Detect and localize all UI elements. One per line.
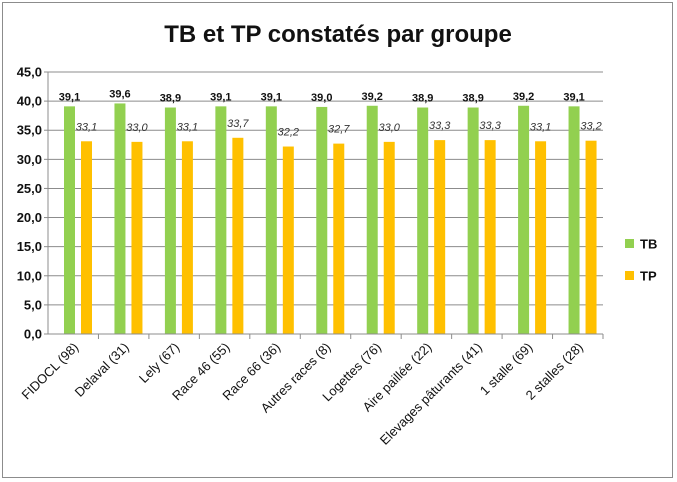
y-tick-label: 15,0 xyxy=(17,239,42,254)
bar-tp xyxy=(535,141,547,334)
x-tick-label: Elevages pâturants (41) xyxy=(377,340,485,448)
legend-swatch-tb xyxy=(625,239,634,248)
data-label-tb: 39,2 xyxy=(513,91,534,103)
x-axis-labels: FIDOCL (98)Delaval (31) Lely (67)Race 46 … xyxy=(18,334,604,448)
bar-tb xyxy=(164,107,176,334)
bar-tp xyxy=(81,141,92,334)
y-tick-label: 10,0 xyxy=(17,268,42,283)
legend: TB TP xyxy=(625,237,657,284)
chart-title: TB et TP constatés par groupe xyxy=(164,21,512,48)
legend-label-tb: TB xyxy=(640,237,657,252)
data-labels: 39,1 33,1 39,6 33,0 38,9 33,1 39,1 33,7 39,1 32,2… xyxy=(59,88,602,138)
bar-tb xyxy=(215,106,227,335)
data-label-tp: 33,1 xyxy=(76,121,97,133)
data-label-tp: 33,3 xyxy=(429,120,451,132)
data-label-tp: 32,7 xyxy=(328,124,350,136)
data-label-tp: 33,2 xyxy=(580,121,601,133)
y-tick-label: 35,0 xyxy=(17,123,42,138)
y-tick-label: 5,0 xyxy=(24,297,42,312)
y-tick-label: 20,0 xyxy=(17,210,42,225)
legend-label-tp: TP xyxy=(640,269,657,284)
data-label-tp: 33,1 xyxy=(177,121,198,133)
y-tick-label: 45,0 xyxy=(17,65,42,80)
bar-tp xyxy=(131,141,143,334)
y-tick-label: 25,0 xyxy=(17,181,42,196)
y-axis-ticks: 0,0 5,0 10,0 15,0 20,0 25,0 30,0 35,0 40,0 45,0 xyxy=(17,65,48,342)
data-label-tb: 39,0 xyxy=(311,92,332,104)
bars-group xyxy=(64,103,597,335)
data-label-tb: 38,9 xyxy=(160,93,181,105)
x-tick-label: Lely (67) xyxy=(136,340,182,386)
data-label-tb: 39,1 xyxy=(261,91,282,103)
data-label-tp: 33,0 xyxy=(379,122,401,134)
data-label-tp: 33,3 xyxy=(479,120,501,132)
x-tick-label: Delaval (31) xyxy=(72,340,132,400)
bar-tb xyxy=(467,107,479,334)
bar-tb xyxy=(316,106,328,334)
legend-swatch-tp xyxy=(625,271,634,280)
data-label-tb: 39,1 xyxy=(59,91,80,103)
data-label-tp: 33,1 xyxy=(530,121,551,133)
bar-tb xyxy=(114,103,126,334)
data-label-tp: 33,0 xyxy=(126,122,148,134)
bar-tp xyxy=(232,137,244,334)
data-label-tb: 39,1 xyxy=(210,91,231,103)
data-label-tp: 33,7 xyxy=(227,118,249,130)
bar-tp xyxy=(434,140,446,334)
bar-tb xyxy=(265,106,277,335)
data-label-tb: 38,9 xyxy=(462,93,483,105)
bar-tb xyxy=(568,106,580,335)
y-tick-label: 30,0 xyxy=(17,152,42,167)
bar-tp xyxy=(585,140,597,334)
data-label-tb: 39,2 xyxy=(362,91,383,103)
y-tick-label: 0,0 xyxy=(24,327,42,342)
bar-tp xyxy=(484,140,496,334)
data-label-tp: 32,2 xyxy=(278,127,299,139)
bar-tp xyxy=(383,141,395,334)
bar-tb xyxy=(417,107,429,334)
data-label-tb: 39,6 xyxy=(109,88,130,100)
x-tick-label: FIDOCL (98) xyxy=(18,340,81,403)
bar-tb xyxy=(366,105,378,334)
axes xyxy=(47,72,603,335)
bar-tp xyxy=(333,143,345,334)
data-label-tb: 38,9 xyxy=(412,93,433,105)
y-tick-label: 40,0 xyxy=(17,94,42,109)
data-label-tb: 39,1 xyxy=(563,91,584,103)
bar-tp xyxy=(181,141,193,334)
bar-tb xyxy=(518,105,530,334)
bar-tp xyxy=(282,146,294,334)
bar-tb xyxy=(64,106,75,335)
